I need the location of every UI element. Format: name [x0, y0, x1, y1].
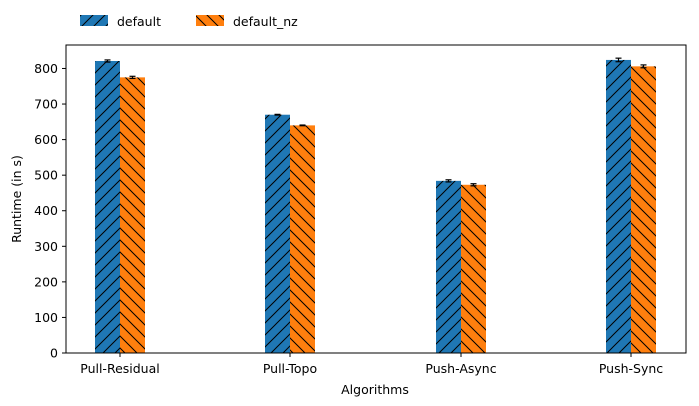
- y-tick-label: 200: [34, 274, 58, 289]
- bar-default-nz-push-async: [461, 184, 486, 353]
- y-tick-label: 300: [34, 239, 58, 254]
- legend-swatch-default: [80, 15, 108, 26]
- legend-label-default: default: [117, 14, 161, 29]
- legend-label-default-nz: default_nz: [233, 14, 298, 29]
- plot-frame: [65, 44, 687, 354]
- y-tick-label: 500: [34, 168, 58, 183]
- bar-default-nz-pull-residual: [120, 77, 145, 353]
- y-tick-label: 600: [34, 132, 58, 147]
- x-tick-label: Pull-Topo: [263, 361, 317, 376]
- y-tick-label: 0: [50, 346, 58, 361]
- x-tick-label: Push-Async: [425, 361, 496, 376]
- y-axis-label: Runtime (in s): [9, 155, 24, 243]
- x-tick-label: Pull-Residual: [80, 361, 160, 376]
- bar-default-nz-push-sync: [631, 66, 656, 354]
- bar-default-push-async: [436, 180, 461, 353]
- bar-default-pull-topo: [265, 114, 290, 353]
- bar-default-nz-pull-topo: [290, 125, 315, 353]
- x-tick-label: Push-Sync: [599, 361, 663, 376]
- legend-swatch-default-nz: [196, 15, 224, 26]
- y-tick-label: 800: [34, 61, 58, 76]
- plot-area: 0 100 200 300 400 500 600 700 800 Pull-Residual Pu…: [34, 44, 687, 376]
- y-tick-label: 400: [34, 203, 58, 218]
- y-tick-label: 700: [34, 97, 58, 112]
- x-axis-label: Algorithms: [341, 382, 409, 397]
- legend: default default_nz: [80, 14, 298, 29]
- bar-default-pull-residual: [95, 61, 120, 354]
- y-tick-label: 100: [34, 310, 58, 325]
- bar-default-push-sync: [606, 59, 631, 353]
